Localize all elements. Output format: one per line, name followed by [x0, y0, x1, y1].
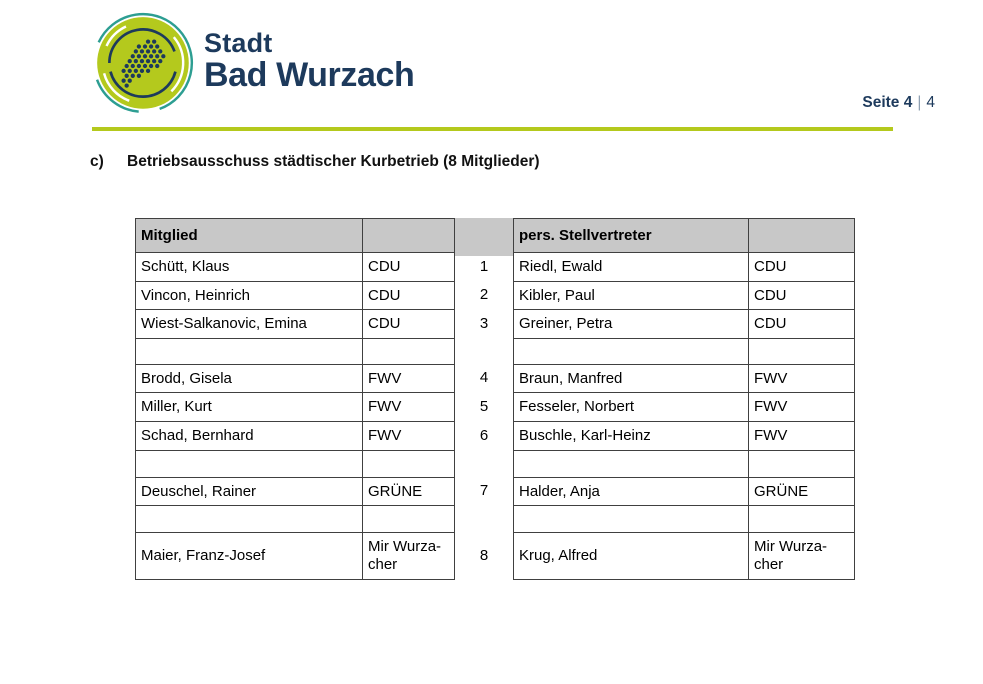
deputy-name-cell	[513, 338, 748, 364]
member-name-cell: Wiest-Salkanovic, Emina	[135, 309, 362, 338]
page-number-total: 4	[926, 94, 935, 111]
member-name-cell	[135, 505, 362, 532]
deputy-name-cell: Braun, Manfred	[513, 364, 748, 392]
row-number	[455, 338, 513, 364]
brand-line-bad-wurzach: Bad Wurzach	[204, 56, 415, 94]
deputy-name-cell: Riedl, Ewald	[513, 252, 748, 281]
member-name-cell: Vincon, Heinrich	[135, 281, 362, 309]
member-name-cell: Brodd, Gisela	[135, 364, 362, 392]
deputy-party-cell: FWV	[748, 421, 855, 450]
deputy-party-cell	[748, 450, 855, 477]
row-number: 5	[479, 397, 489, 415]
deputy-name-cell: Krug, Alfred	[513, 532, 748, 580]
member-party-cell: CDU	[362, 252, 455, 281]
member-party-cell	[362, 450, 455, 477]
col-header-deputy: pers. Stellvertreter	[513, 218, 748, 252]
deputy-party-cell: FWV	[748, 392, 855, 421]
member-party-cell: FWV	[362, 364, 455, 392]
page-number-separator: |	[917, 94, 922, 111]
col-header-member-party	[362, 218, 455, 252]
member-party-cell: CDU	[362, 309, 455, 338]
section-title: Betriebsausschuss städtischer Kurbetrieb…	[127, 153, 540, 170]
section-index: c)	[90, 153, 104, 170]
deputy-party-cell	[748, 505, 855, 532]
row-number	[455, 505, 513, 532]
bad-wurzach-logo-icon	[88, 10, 202, 118]
row-number: 3	[479, 314, 489, 332]
member-name-cell: Schad, Bernhard	[135, 421, 362, 450]
deputy-party-cell: CDU	[748, 252, 855, 281]
member-name-cell: Miller, Kurt	[135, 392, 362, 421]
row-number: 4	[479, 369, 489, 386]
row-number: 8	[479, 547, 489, 564]
deputy-name-cell	[513, 450, 748, 477]
member-party-cell	[362, 338, 455, 364]
member-party-cell: CDU	[362, 281, 455, 309]
row-number: 1	[479, 257, 489, 275]
page-number: Seite 4 | 4	[862, 94, 935, 112]
row-number	[455, 450, 513, 477]
deputy-party-cell: CDU	[748, 309, 855, 338]
deputy-party-cell: FWV	[748, 364, 855, 392]
member-name-cell: Schütt, Klaus	[135, 252, 362, 281]
deputy-party-cell: GRÜNE	[748, 477, 855, 505]
deputy-name-cell: Greiner, Petra	[513, 309, 748, 338]
member-party-cell	[362, 505, 455, 532]
deputy-name-cell: Buschle, Karl-Heinz	[513, 421, 748, 450]
member-name-cell	[135, 338, 362, 364]
col-header-member: Mitglied	[135, 218, 362, 252]
page-number-label: Seite 4	[862, 94, 913, 111]
member-party-cell: Mir Wurza- cher	[362, 532, 455, 580]
col-header-deputy-party	[748, 218, 855, 252]
member-party-cell: FWV	[362, 392, 455, 421]
brand-line-stadt: Stadt	[204, 28, 273, 58]
row-number: 7	[479, 482, 489, 499]
deputy-name-cell	[513, 505, 748, 532]
brand-wordmark: Stadt Bad Wurzach	[204, 28, 415, 94]
member-party-cell: GRÜNE	[362, 477, 455, 505]
deputy-name-cell: Fesseler, Norbert	[513, 392, 748, 421]
deputy-party-cell: CDU	[748, 281, 855, 309]
member-name-cell	[135, 450, 362, 477]
deputy-name-cell: Halder, Anja	[513, 477, 748, 505]
committee-table: Mitglied pers. Stellvertreter Schütt, Kl…	[135, 218, 855, 580]
col-header-spacer	[455, 218, 513, 256]
member-party-cell: FWV	[362, 421, 455, 450]
member-name-cell: Maier, Franz-Josef	[135, 532, 362, 580]
section-heading: c) Betriebsausschuss städtischer Kurbetri…	[90, 153, 540, 171]
row-number: 6	[479, 426, 489, 444]
deputy-party-cell	[748, 338, 855, 364]
member-name-cell: Deuschel, Rainer	[135, 477, 362, 505]
accent-rule	[92, 127, 893, 131]
deputy-name-cell: Kibler, Paul	[513, 281, 748, 309]
deputy-party-cell: Mir Wurza- cher	[748, 532, 855, 580]
row-number: 2	[479, 286, 489, 303]
